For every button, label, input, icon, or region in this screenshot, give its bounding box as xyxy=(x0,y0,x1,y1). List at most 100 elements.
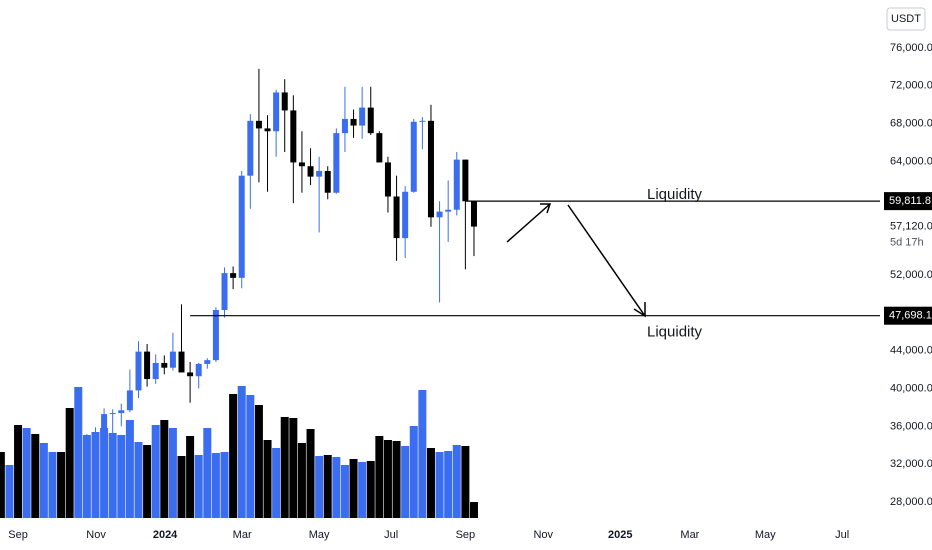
y-tick-label: 32,000.0 xyxy=(890,458,932,470)
level-label: 47,698.1 xyxy=(889,310,932,322)
volume-bar xyxy=(246,395,255,518)
y-tick-label: 76,000.0 xyxy=(890,42,932,54)
x-tick-label: Sep xyxy=(456,529,476,541)
candle-body xyxy=(161,362,168,368)
volume-bar xyxy=(100,428,109,518)
x-tick-label: Jul xyxy=(384,529,398,541)
volume-bar xyxy=(254,405,263,518)
candle-body xyxy=(367,107,374,134)
x-tick-label: Jul xyxy=(835,529,849,541)
candle-body xyxy=(316,170,323,177)
candle-body xyxy=(152,362,159,380)
candle-body xyxy=(410,121,417,192)
candle-body xyxy=(178,351,185,373)
volume-bar xyxy=(366,461,375,518)
level-label: 59,811.8 xyxy=(889,195,931,207)
volume-bar xyxy=(14,425,23,518)
candle-body xyxy=(66,506,73,511)
candle-body xyxy=(376,133,383,163)
candle-body xyxy=(212,310,219,361)
volume-bar xyxy=(444,451,453,518)
volume-bar xyxy=(392,441,401,518)
x-tick-label: 2025 xyxy=(608,529,632,541)
candle-body xyxy=(238,175,245,278)
volume-bar xyxy=(272,448,281,518)
candle-body xyxy=(204,360,211,364)
volume-bar xyxy=(418,390,427,518)
candle-body xyxy=(255,120,262,129)
candle-body xyxy=(264,128,271,132)
volume-bar xyxy=(358,462,367,518)
level-label-box xyxy=(884,192,932,211)
candle-body xyxy=(273,92,280,132)
volume-bar xyxy=(91,432,100,518)
candle-body xyxy=(427,120,434,218)
candle-body xyxy=(32,516,39,518)
candle-body xyxy=(92,435,99,441)
volume-bar xyxy=(160,420,169,518)
volume-bar xyxy=(435,452,444,518)
last-price: 57,120.0 xyxy=(890,220,932,232)
volume-bar xyxy=(426,448,435,518)
volume-bar xyxy=(401,446,410,518)
volume-bar xyxy=(31,434,40,518)
x-tick-label: May xyxy=(755,529,776,541)
volume-bar xyxy=(340,465,349,518)
x-tick-label: 2024 xyxy=(153,529,178,541)
candle-body xyxy=(109,413,116,415)
volume-bar xyxy=(409,426,418,518)
candle-body xyxy=(221,273,228,311)
liquidity-label: Liquidity xyxy=(647,324,703,341)
volume-bar xyxy=(383,440,392,518)
volume-bar xyxy=(186,436,195,518)
volume-bar xyxy=(332,457,341,518)
candle-body xyxy=(402,191,409,239)
candle-body xyxy=(187,372,194,377)
y-tick-label: 52,000.0 xyxy=(890,269,932,281)
volume-bar xyxy=(39,443,48,518)
volume-bar xyxy=(323,455,332,518)
level-label-box xyxy=(884,306,932,325)
volume-bar xyxy=(5,465,14,518)
volume-bar xyxy=(297,443,306,518)
volume-bar xyxy=(220,452,229,518)
candle-body xyxy=(298,162,305,167)
volume-bar xyxy=(375,436,384,518)
volume-bar xyxy=(143,445,152,518)
y-tick-label: 68,000.0 xyxy=(890,118,932,130)
volume-bar xyxy=(349,459,358,518)
y-tick-label: 40,000.0 xyxy=(890,382,932,394)
candle-body xyxy=(230,273,237,278)
candle-body xyxy=(436,211,443,218)
currency-box xyxy=(886,7,926,31)
candle-body xyxy=(290,110,297,163)
volume-bar xyxy=(108,433,117,518)
candle-body xyxy=(126,390,133,411)
volume-bar xyxy=(289,418,298,518)
volume-bar xyxy=(134,442,143,518)
volume-bar xyxy=(461,446,470,518)
countdown: 5d 17h xyxy=(890,236,924,248)
candle-body xyxy=(23,516,30,518)
candle-body xyxy=(58,502,65,507)
x-tick-label: Mar xyxy=(680,529,699,541)
volume-bar xyxy=(74,387,83,518)
y-tick-label: 36,000.0 xyxy=(890,420,932,432)
y-tick-label: 28,000.0 xyxy=(890,496,932,508)
candle-body xyxy=(101,414,108,436)
candle-body xyxy=(169,351,176,368)
x-tick-label: Mar xyxy=(233,529,252,541)
volume-bar xyxy=(117,435,126,518)
candle-body xyxy=(307,166,314,177)
volume-bar xyxy=(306,429,315,518)
candle-body xyxy=(118,410,125,414)
candle-body xyxy=(40,512,47,518)
liquidity-label: Liquidity xyxy=(647,186,703,203)
volume-bar xyxy=(452,445,461,518)
volume-bar xyxy=(168,428,177,518)
candle-body xyxy=(445,209,452,212)
x-tick-label: May xyxy=(309,529,330,541)
candle-body xyxy=(393,196,400,239)
volume-bar xyxy=(194,455,203,518)
x-tick-label: Nov xyxy=(533,529,553,541)
